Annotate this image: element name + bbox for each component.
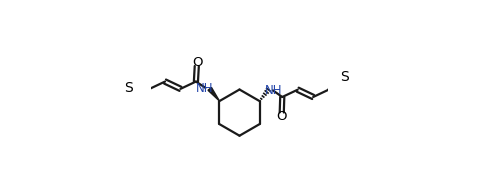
Text: O: O (276, 110, 287, 123)
Text: S: S (125, 81, 133, 95)
Text: NH: NH (265, 84, 282, 97)
Text: O: O (192, 56, 203, 69)
Text: NH: NH (196, 82, 214, 95)
Text: S: S (341, 70, 349, 84)
Polygon shape (208, 87, 219, 101)
